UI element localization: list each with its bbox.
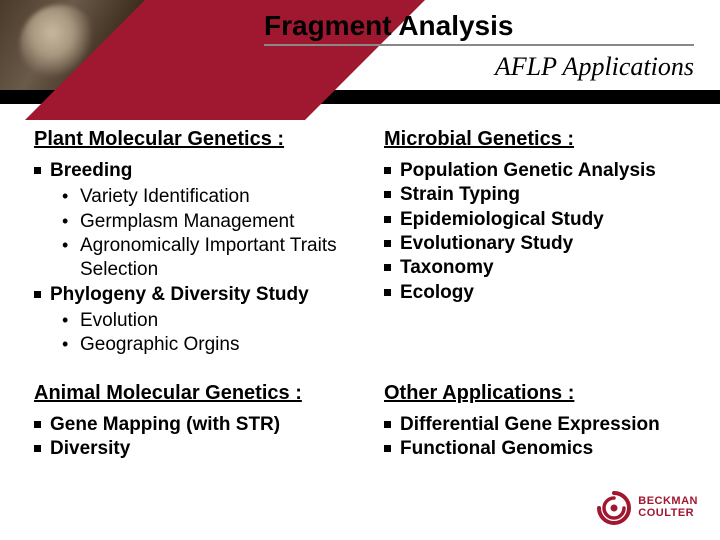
bullet-list: Gene Mapping (with STR) Diversity: [34, 413, 374, 462]
bullet-label: Population Genetic Analysis: [400, 160, 656, 181]
bullet-item: Strain Typing: [384, 183, 688, 207]
bullet-item: Taxonomy: [384, 256, 688, 280]
bullet-list: Breeding Variety IdentificationGermplasm …: [34, 159, 374, 358]
bullet-item: Phylogeny & Diversity Study EvolutionGeog…: [34, 283, 374, 358]
slide-subtitle: AFLP Applications: [264, 52, 720, 82]
section: Animal Molecular Genetics : Gene Mapping …: [34, 382, 374, 462]
bullet-label: Diversity: [50, 438, 130, 459]
bullet-item: Differential Gene Expression: [384, 413, 688, 437]
sub-bullet-item: Agronomically Important Traits Selection: [62, 234, 374, 283]
section: Other Applications : Differential Gene Ex…: [384, 382, 688, 462]
section: Plant Molecular Genetics : Breeding Variet…: [34, 128, 374, 358]
bullet-list: Population Genetic Analysis Strain Typing…: [384, 159, 688, 305]
bullet-label: Breeding: [50, 160, 132, 181]
sub-bullet-list: EvolutionGeographic Orgins: [50, 309, 374, 358]
sub-bullet-item: Evolution: [62, 309, 374, 333]
slide-title: Fragment Analysis: [264, 10, 720, 42]
section-heading: Animal Molecular Genetics :: [34, 382, 374, 405]
title-underline: [264, 44, 694, 46]
brand-logo: BECKMAN COULTER: [596, 490, 698, 526]
bullet-item: Functional Genomics: [384, 437, 688, 461]
bullet-label: Evolutionary Study: [400, 233, 573, 254]
bullet-item: Population Genetic Analysis: [384, 159, 688, 183]
bullet-label: Epidemiological Study: [400, 209, 604, 230]
bullet-item: Ecology: [384, 281, 688, 305]
bullet-label: Taxonomy: [400, 257, 494, 278]
bullet-item: Gene Mapping (with STR): [34, 413, 374, 437]
bullet-label: Functional Genomics: [400, 438, 593, 459]
section-heading: Plant Molecular Genetics :: [34, 128, 374, 151]
logo-line2: COULTER: [638, 508, 698, 520]
sub-bullet-list: Variety IdentificationGermplasm Manageme…: [50, 185, 374, 282]
bullet-label: Strain Typing: [400, 184, 520, 205]
sub-bullet-item: Variety Identification: [62, 185, 374, 209]
bullet-label: Differential Gene Expression: [400, 414, 660, 435]
logo-text: BECKMAN COULTER: [638, 496, 698, 519]
bullet-item: Diversity: [34, 437, 374, 461]
bullet-item: Breeding Variety IdentificationGermplasm …: [34, 159, 374, 283]
sub-bullet-item: Germplasm Management: [62, 210, 374, 234]
section-heading: Other Applications :: [384, 382, 688, 405]
bullet-label: Gene Mapping (with STR): [50, 414, 280, 435]
bullet-label: Phylogeny & Diversity Study: [50, 284, 309, 305]
title-area: Fragment Analysis AFLP Applications: [264, 10, 720, 82]
logo-icon: [596, 490, 632, 526]
bullet-item: Epidemiological Study: [384, 208, 688, 232]
bullet-item: Evolutionary Study: [384, 232, 688, 256]
section: Microbial Genetics : Population Genetic A…: [384, 128, 688, 358]
sub-bullet-item: Geographic Orgins: [62, 333, 374, 357]
slide-header: Fragment Analysis AFLP Applications: [0, 0, 720, 105]
section-heading: Microbial Genetics :: [384, 128, 688, 151]
bullet-list: Differential Gene Expression Functional G…: [384, 413, 688, 462]
bullet-label: Ecology: [400, 282, 474, 303]
slide-content: Plant Molecular Genetics : Breeding Variet…: [34, 128, 688, 461]
